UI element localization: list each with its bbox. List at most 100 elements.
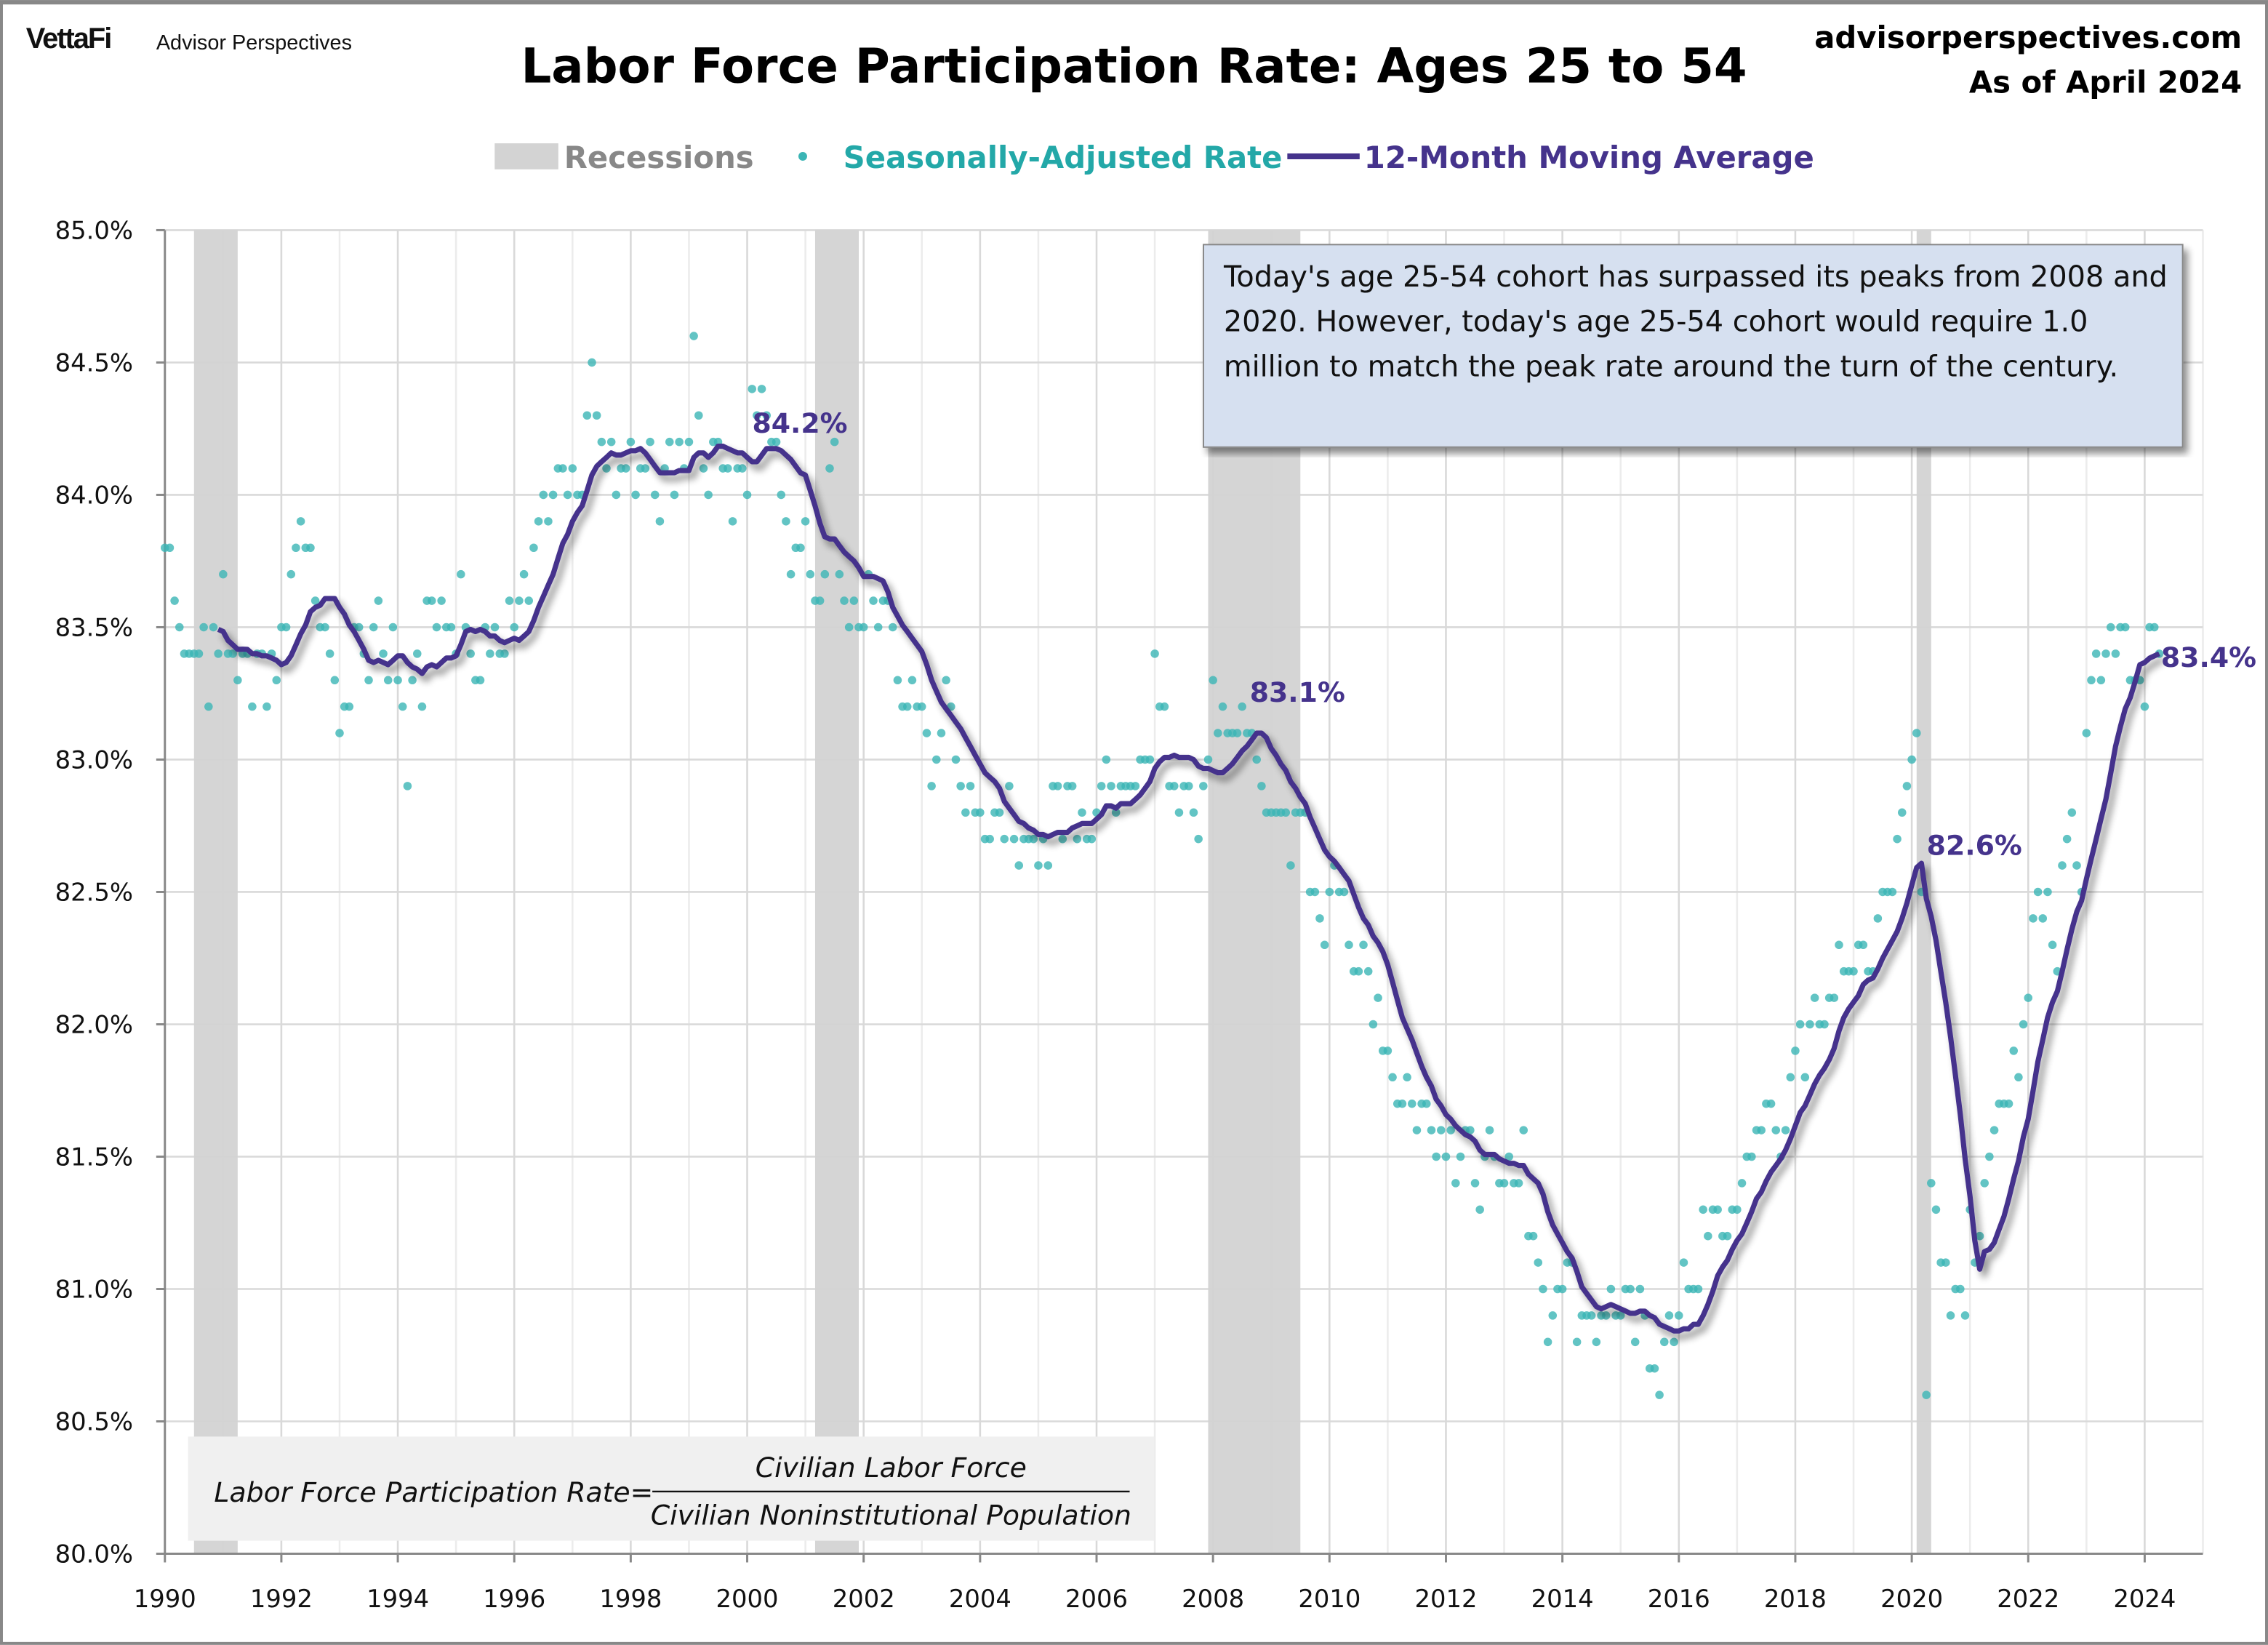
rate-point	[1174, 808, 1184, 817]
rate-point	[2101, 649, 2110, 658]
rate-point	[1835, 940, 1843, 950]
rate-point	[1849, 966, 1858, 976]
rate-point	[1713, 1205, 1722, 1214]
rate-point	[1257, 782, 1266, 791]
rate-point	[1791, 1046, 1800, 1055]
peak-labels: 84.2% 83.1% 82.6% 83.4%	[752, 407, 2256, 862]
rate-point	[2048, 940, 2057, 950]
rate-point	[2140, 702, 2149, 711]
rate-point	[1422, 1099, 1431, 1108]
x-tick-label: 1996	[483, 1585, 545, 1613]
rate-point	[524, 596, 534, 605]
rate-point	[432, 623, 441, 632]
rate-point	[1087, 834, 1097, 844]
rate-point	[1514, 1179, 1523, 1188]
rate-point	[1160, 702, 1169, 711]
annotation-background	[1202, 244, 2184, 448]
rate-point	[364, 676, 373, 685]
rate-point	[1679, 1258, 1688, 1267]
rate-point	[1781, 1126, 1790, 1134]
rate-point	[1310, 887, 1320, 897]
rate-point	[786, 569, 796, 579]
rate-point	[1795, 1020, 1805, 1029]
as-of-date: As of April 2024	[1969, 64, 2242, 100]
x-tick-label: 2016	[1648, 1585, 1710, 1613]
rate-point	[1369, 1020, 1378, 1029]
rate-point	[830, 437, 839, 447]
rate-point	[820, 569, 830, 579]
rate-point	[2111, 649, 2120, 658]
rate-point	[762, 411, 772, 420]
rate-point	[330, 676, 340, 685]
rate-point	[1766, 1099, 1776, 1108]
rate-point	[1528, 1231, 1538, 1241]
rate-point	[1470, 1179, 1480, 1188]
rate-point	[922, 729, 931, 737]
rate-point	[1150, 649, 1159, 658]
rate-point	[335, 729, 344, 737]
rate-point	[966, 782, 975, 791]
rate-point	[699, 464, 708, 473]
rate-point	[1897, 808, 1907, 817]
rate-point	[995, 808, 1004, 817]
peak-label: 83.4%	[2161, 641, 2256, 673]
rate-point	[1912, 729, 1921, 737]
rate-point	[548, 490, 558, 500]
axes: 80.0% 80.5% 81.0% 81.5% 82.0% 82.5% 83.0% 83.5%…	[55, 216, 2203, 1613]
rate-point	[728, 517, 737, 526]
rate-point	[1810, 993, 1819, 1002]
rate-point	[1587, 1311, 1596, 1320]
rate-point	[1111, 808, 1121, 817]
x-tick-label: 1998	[599, 1585, 662, 1613]
rate-point	[2014, 1073, 2023, 1082]
rate-point	[194, 649, 204, 658]
rate-point	[689, 332, 698, 340]
rate-point	[1403, 1073, 1411, 1082]
rate-point	[379, 649, 388, 658]
y-tick-label: 84.0%	[55, 481, 133, 509]
rate-point	[1194, 834, 1203, 844]
legend-rate-marker	[798, 152, 807, 161]
rate-point	[204, 702, 213, 711]
rate-point	[1320, 940, 1329, 950]
x-tick-label: 2006	[1065, 1585, 1128, 1613]
rate-point	[1398, 1099, 1407, 1108]
rate-points	[160, 332, 2164, 1399]
rate-point	[175, 623, 184, 632]
rate-point	[446, 623, 456, 632]
rate-point	[515, 596, 524, 605]
rate-point	[1989, 1126, 1999, 1134]
rate-point	[1067, 782, 1077, 791]
rate-point	[1635, 1284, 1645, 1294]
rate-point	[1388, 1073, 1397, 1082]
rate-point	[374, 596, 383, 605]
rate-point	[1427, 1126, 1436, 1134]
rate-point	[1000, 834, 1009, 844]
legend-ma-label: 12-Month Moving Average	[1364, 140, 1814, 175]
rate-point	[1902, 782, 1912, 791]
rate-point	[1572, 1337, 1582, 1347]
rate-point	[1199, 782, 1208, 791]
rate-point	[873, 623, 883, 632]
rate-point	[2033, 887, 2043, 897]
rate-point	[1102, 755, 1111, 764]
recession-band	[193, 230, 238, 1554]
rate-point	[753, 411, 761, 420]
rate-point	[801, 517, 810, 526]
rate-point	[1499, 1179, 1509, 1188]
rate-point	[325, 649, 334, 658]
rate-point	[534, 517, 543, 526]
rate-point	[806, 569, 815, 579]
rate-point	[1985, 1152, 1994, 1161]
rate-point	[694, 411, 703, 420]
rate-point	[1203, 755, 1213, 764]
rate-point	[1946, 1311, 1955, 1320]
rate-point	[1014, 861, 1024, 870]
rate-point	[976, 808, 985, 817]
rate-point	[1073, 834, 1082, 844]
rate-point	[369, 623, 378, 632]
y-tick-label: 83.0%	[55, 745, 133, 774]
rate-point	[844, 623, 854, 632]
x-tick-label: 2022	[1997, 1585, 2059, 1613]
rate-point	[606, 437, 616, 447]
